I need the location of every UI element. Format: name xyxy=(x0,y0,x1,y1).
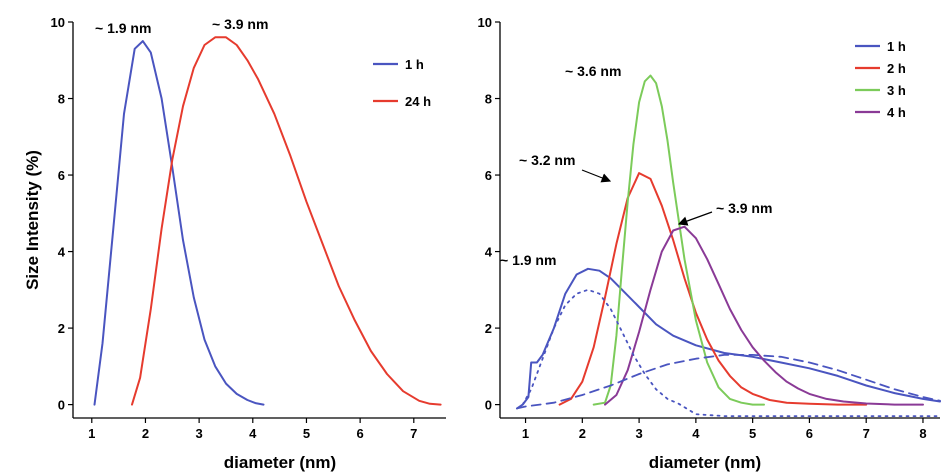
left-y-tick-label-0: 0 xyxy=(58,398,65,413)
left-chart: Size Intensity (%) diameter (nm) 0 2 4 6 8 10… xyxy=(23,15,446,472)
right-x-tick-label-2: 2 xyxy=(579,426,586,441)
right-series-line-2h xyxy=(558,172,868,406)
right-legend-label-1h: 1 h xyxy=(887,39,906,54)
right-series-line-1h xyxy=(516,267,941,410)
left-annotation-peak-1h: ~ 1.9 nm xyxy=(95,20,151,36)
right-y-tick-label-0: 0 xyxy=(485,398,492,413)
right-legend-label-3h: 3 h xyxy=(887,83,906,98)
left-series-line-24h xyxy=(131,36,442,406)
left-x-axis-title: diameter (nm) xyxy=(224,453,336,472)
right-annotations: ~ 3.6 nm ~ 3.2 nm ~ 3.9 nm ~ 1.9 nm xyxy=(500,63,772,268)
left-x-tick-label-1: 1 xyxy=(88,426,95,441)
left-y-axis-title: Size Intensity (%) xyxy=(23,150,42,290)
right-x-tick-label-6: 6 xyxy=(806,426,813,441)
left-y-tick-label-8: 8 xyxy=(58,92,65,107)
right-series-line-3h xyxy=(592,74,765,406)
left-x-tick-label-7: 7 xyxy=(410,426,417,441)
right-annotation-peak-4h: ~ 3.9 nm xyxy=(716,200,772,216)
right-y-tick-label-6: 6 xyxy=(485,168,492,183)
left-x-tick-label-3: 3 xyxy=(196,426,203,441)
left-legend-label-24h: 24 h xyxy=(405,94,431,109)
left-y-tick-label-4: 4 xyxy=(58,245,66,260)
right-legend-label-2h: 2 h xyxy=(887,61,906,76)
right-y-tick-label-10: 10 xyxy=(478,15,492,30)
right-annotation-peak-3h: ~ 3.6 nm xyxy=(565,63,621,79)
right-annotation-peak-2h: ~ 3.2 nm xyxy=(519,152,575,168)
left-series-line-1h xyxy=(93,40,265,406)
right-x-tick-label-7: 7 xyxy=(863,426,870,441)
right-legend: 1 h 2 h 3 h 4 h xyxy=(855,39,906,120)
left-x-tick-label-6: 6 xyxy=(357,426,364,441)
right-legend-label-4h: 4 h xyxy=(887,105,906,120)
left-x-tick-label-4: 4 xyxy=(249,426,257,441)
right-y-tick-label-2: 2 xyxy=(485,321,492,336)
right-x-tick-label-1: 1 xyxy=(522,426,529,441)
right-series xyxy=(516,74,941,417)
left-x-tick-label-5: 5 xyxy=(303,426,310,441)
left-annotation-peak-24h: ~ 3.9 nm xyxy=(212,16,268,32)
right-series-line-dotted-4 xyxy=(521,288,941,417)
right-x-tick-label-8: 8 xyxy=(919,426,926,441)
left-legend: 1 h 24 h xyxy=(373,57,431,109)
right-annotation-arrow-4h xyxy=(677,211,713,226)
right-x-tick-label-4: 4 xyxy=(692,426,700,441)
left-annotations: ~ 1.9 nm ~ 3.9 nm xyxy=(95,16,268,36)
right-annotation-peak-1h: ~ 1.9 nm xyxy=(500,252,556,268)
right-series-line-4h xyxy=(604,225,924,406)
left-y-tick-label-2: 2 xyxy=(58,321,65,336)
left-y-tick-label-10: 10 xyxy=(51,15,65,30)
right-y-tick-label-4: 4 xyxy=(485,245,493,260)
left-legend-label-1h: 1 h xyxy=(405,57,424,72)
left-y-tick-label-6: 6 xyxy=(58,168,65,183)
right-annotation-arrow-2h xyxy=(581,169,612,183)
right-y-tick-label-8: 8 xyxy=(485,92,492,107)
left-series xyxy=(93,36,442,406)
right-x-tick-label-5: 5 xyxy=(749,426,756,441)
right-series-line-dashed-5 xyxy=(516,354,941,410)
left-x-tick-label-2: 2 xyxy=(142,426,149,441)
right-x-axis-title: diameter (nm) xyxy=(649,453,761,472)
right-x-tick-label-3: 3 xyxy=(635,426,642,441)
